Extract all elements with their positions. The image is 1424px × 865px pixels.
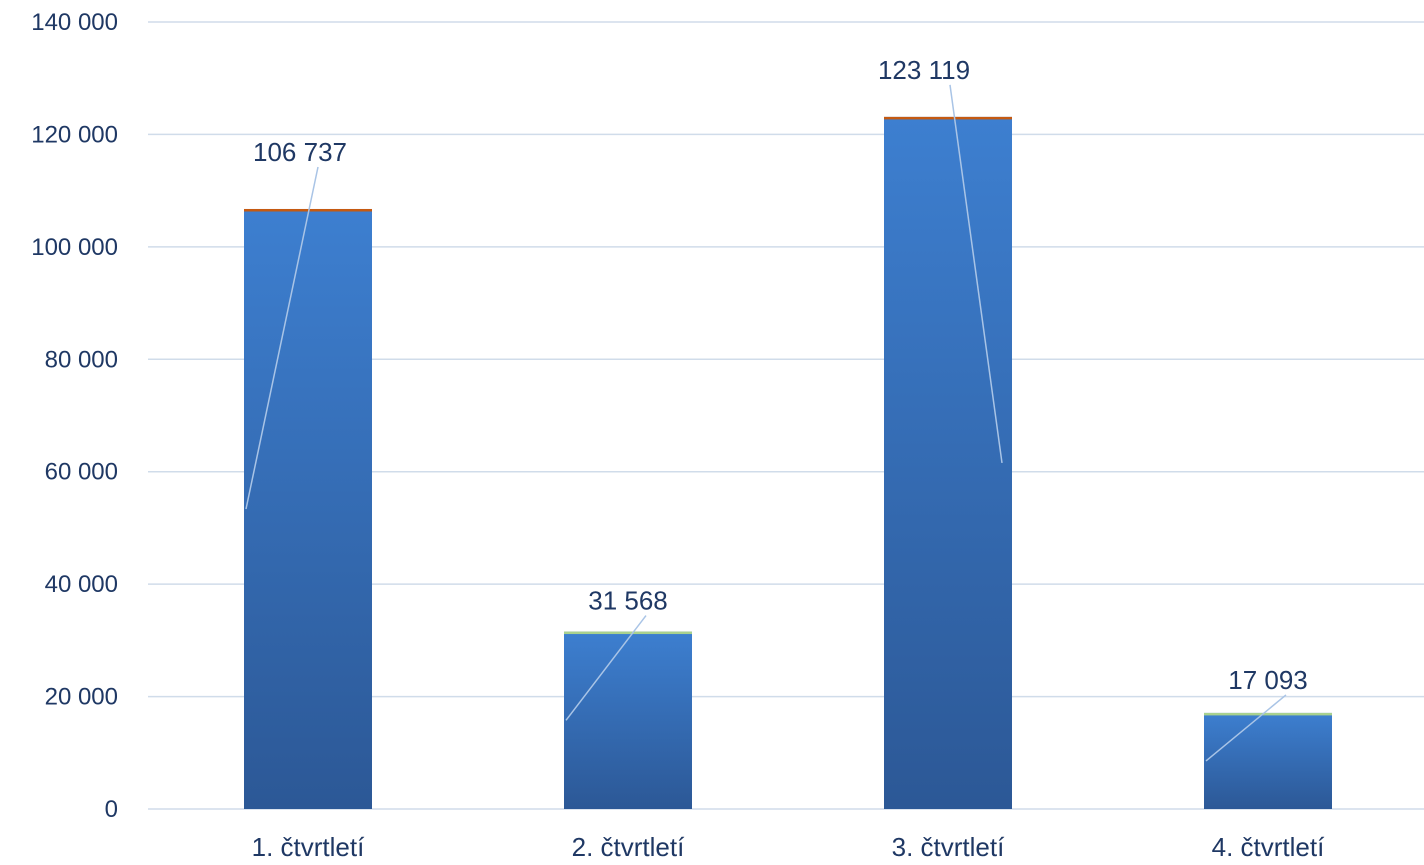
x-category-label: 4. čtvrtletí: [1212, 832, 1325, 862]
bar-cap-2: [564, 631, 692, 635]
x-axis-categories: 1. čtvrtletí 2. čtvrtletí 3. čtvrtletí 4. č…: [252, 832, 1325, 862]
bar-4: [1204, 712, 1332, 809]
bar-cap-1: [244, 208, 372, 212]
bars: [244, 116, 1332, 810]
data-label: 123 119: [878, 55, 970, 85]
y-tick-label: 40 000: [45, 571, 118, 598]
y-tick-label: 140 000: [31, 9, 118, 36]
data-label: 31 568: [588, 586, 668, 616]
y-tick-label: 0: [105, 796, 118, 823]
data-label: 17 093: [1228, 665, 1308, 695]
y-tick-label: 60 000: [45, 459, 118, 486]
y-tick-label: 100 000: [31, 234, 118, 261]
leader-line: [565, 615, 647, 721]
bar-2: [564, 631, 692, 809]
bar-cap-3: [884, 116, 1012, 120]
leader-lines: [245, 84, 1287, 762]
y-tick-label: 80 000: [45, 346, 118, 373]
y-tick-label: 20 000: [45, 684, 118, 711]
x-category-label: 1. čtvrtletí: [252, 832, 365, 862]
bar-cap-4: [1204, 712, 1332, 716]
x-category-label: 2. čtvrtletí: [572, 832, 685, 862]
bar-3: [884, 116, 1012, 810]
leader-line: [245, 166, 319, 510]
data-labels: 106 737 31 568 123 119 17 093: [253, 55, 1308, 695]
leader-line: [1205, 694, 1287, 762]
bar-1: [244, 208, 372, 809]
data-label: 106 737: [253, 137, 347, 167]
x-category-label: 3. čtvrtletí: [892, 832, 1005, 862]
y-tick-label: 120 000: [31, 121, 118, 148]
y-axis-ticks: 0 20 000 40 000 60 000 80 000 100 000 120 000 1…: [31, 9, 118, 823]
leader-line: [949, 84, 1003, 464]
